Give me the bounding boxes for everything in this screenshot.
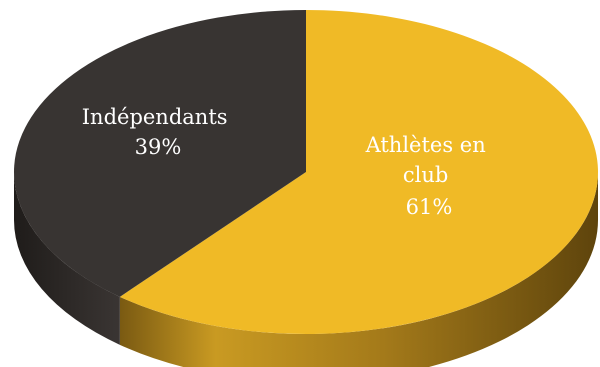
slice-value-independants: 39% (135, 135, 182, 159)
slice-label-independants-line1: Indépendants (82, 105, 228, 129)
slice-side-1 (14, 172, 120, 345)
slice-label-athletes-line1: Athlètes en (365, 133, 486, 157)
slice-side-0 (119, 172, 598, 367)
pie-sides (14, 172, 598, 367)
slice-label-independants: Indépendants 39% (82, 105, 234, 159)
slice-value-athletes: 61% (406, 195, 453, 219)
pie-tops (13, 10, 598, 334)
slice-label-athletes-line2: club (403, 163, 448, 187)
slice-top-1 (13, 10, 306, 297)
slice-label-athletes: Athlètes en club 61% (365, 133, 493, 219)
pie-labels: Athlètes en club 61% Indépendants 39% (82, 105, 493, 219)
slice-top-0 (119, 10, 598, 334)
